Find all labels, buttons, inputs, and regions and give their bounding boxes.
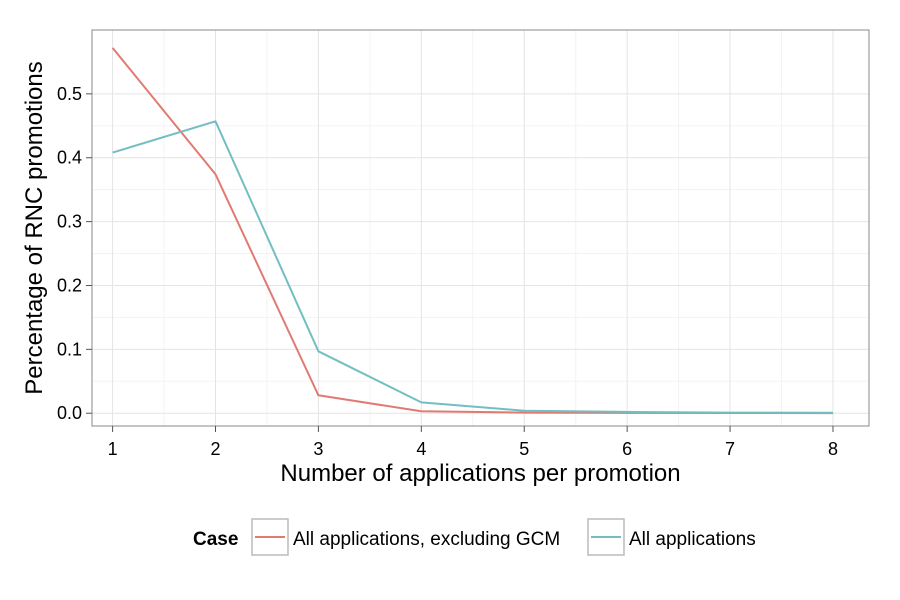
legend-label: All applications, excluding GCM	[293, 529, 560, 550]
x-tick-label: 2	[210, 439, 220, 459]
y-tick-label: 0.3	[57, 212, 82, 232]
major-gridlines	[92, 30, 869, 426]
plot-panel-border	[91, 29, 870, 427]
y-tick-label: 0.4	[57, 148, 82, 168]
minor-gridlines	[92, 30, 869, 426]
y-axis: 0.0 0.1 0.2 0.3 0.4 0.5	[57, 84, 92, 423]
x-tick-label: 4	[416, 439, 426, 459]
x-tick-label: 3	[313, 439, 323, 459]
x-axis-title: Number of applications per promotion	[280, 460, 680, 487]
legend: Case All applications, excluding GCM All …	[193, 518, 756, 556]
y-tick-label: 0.5	[57, 84, 82, 104]
y-tick-label: 0.0	[57, 403, 82, 423]
x-axis: 1 2 3 4 5 6 7 8	[108, 426, 838, 459]
x-tick-label: 6	[622, 439, 632, 459]
series-line-2	[112, 120, 834, 414]
x-tick-label: 8	[828, 439, 838, 459]
legend-title: Case	[193, 529, 238, 550]
x-tick-label: 7	[725, 439, 735, 459]
y-tick-label: 0.1	[57, 339, 82, 359]
legend-label: All applications	[629, 529, 756, 550]
y-axis-title: Percentage of RNC promotions	[21, 61, 48, 395]
x-tick-label: 5	[519, 439, 529, 459]
x-tick-label: 1	[108, 439, 118, 459]
series-lines	[111, 47, 834, 415]
y-tick-label: 0.2	[57, 275, 82, 295]
